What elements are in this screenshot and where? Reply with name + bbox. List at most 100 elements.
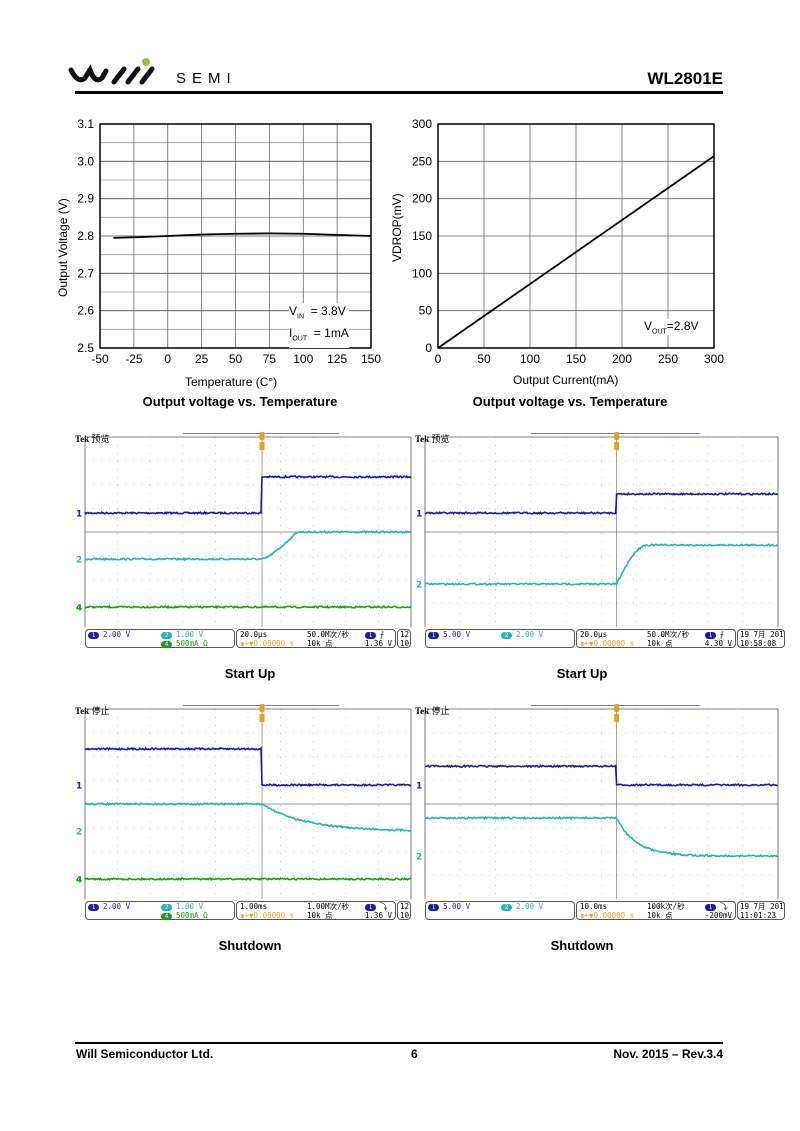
channel-2-ground-marker: 2 [416, 853, 422, 863]
chart2-annotation: VOUT=2.8V [644, 319, 699, 336]
trigger-position-marker [614, 704, 620, 712]
channel-1-badge: 1 [88, 903, 99, 911]
ch2-scale: 1.00 V [176, 902, 204, 911]
series-line [437, 155, 715, 349]
channel-1-trace [84, 746, 412, 788]
record-length: 10k 点 [307, 639, 333, 648]
trigger-level: 1.36 V [364, 639, 392, 648]
channel-1-badge: 1 [428, 903, 439, 911]
part-number: WL2801E [647, 69, 723, 88]
date: 19 7月 2012 [740, 902, 785, 911]
datetime-box: 12 10 [397, 901, 411, 920]
y-tick-label: 2.7 [77, 266, 94, 280]
ch4-scale: 500mA Ω [176, 911, 208, 920]
channel-2-trace [425, 815, 779, 858]
x-tick-label: 0 [435, 352, 442, 366]
scope-screen: 12 [416, 704, 779, 899]
x-tick-label: 125 [327, 352, 347, 366]
chart2-caption: Output voltage vs. Temperature [472, 394, 668, 409]
footer-company: Will Semiconductor Ltd. [76, 1047, 214, 1061]
x-tick-label: 100 [293, 352, 313, 366]
channel-2-badge: 2 [501, 631, 512, 639]
ch1-scale: 2.00 V [103, 630, 131, 639]
chart1-xlabel: Temperature (C°) [185, 375, 278, 389]
channel-4-badge: 4 [161, 912, 172, 920]
channel-4-badge: 4 [161, 640, 172, 648]
y-tick-label: 200 [412, 192, 432, 206]
record-length: 10k 点 [307, 911, 333, 920]
x-tick-label: 75 [263, 352, 277, 366]
ch2-scale: 1.00 V [176, 630, 204, 639]
x-tick-label: 300 [704, 352, 724, 366]
scope-screen: 1 2 4 [76, 704, 412, 899]
time: 11:01:23 [740, 911, 777, 920]
trigger-position-marker [259, 704, 265, 712]
horizontal-offset: ▮+▼0.00000 s [580, 911, 635, 920]
trigger-time-marker [614, 714, 620, 722]
output-voltage-vs-temperature-chart: -50 -25 0 25 50 75 100 125 150 2.5 2.6 2.7 2.8 2.9 3.0… [77, 117, 381, 366]
trigger-source-badge: 1 [705, 903, 716, 911]
timebase-box: 20.0µs ▮+▼0.00000 s 50.0M次/秒 10k 点 1 ⨍ 4.… [576, 629, 736, 648]
channel-2-ground-marker: 2 [416, 581, 422, 591]
scope-screen: 1 2 4 [76, 432, 412, 627]
channel-settings-box: 1 2.00 V 2 1.00 V 4 500mA Ω [85, 901, 235, 920]
scope-screen: 12 [416, 432, 779, 627]
horizontal-offset: ▮+▼0.00000 s [240, 639, 295, 648]
sample-rate: 50.0M次/秒 [307, 630, 350, 639]
time: 10 [400, 911, 410, 920]
chart1-caption: Output voltage vs. Temperature [142, 394, 338, 409]
scope-shutdown-1: Tek 停止 1 2 4 1 2.00 V 2 1.00 V 4 500mA Ω 1.00ms… [75, 704, 420, 929]
scope-status-label: Tek 预览 [75, 434, 110, 444]
channel-2-badge: 2 [501, 903, 512, 911]
channel-2-ground-marker: 2 [76, 828, 82, 838]
y-tick-label: 3.0 [77, 154, 94, 168]
ch4-scale: 500mA Ω [176, 639, 208, 648]
scope-startup-2: Tek 预览 1 2 1 5.00 V 2 2.00 V 20.0µs ▮+▼0.000… [415, 432, 785, 657]
trigger-time-marker [259, 714, 265, 722]
trigger-level: -200mV [704, 911, 732, 920]
y-tick-label: 2.6 [77, 304, 94, 318]
scope-caption-startup-1: Start Up [224, 666, 276, 681]
chart1-ylabel: Output Voltage (V) [56, 198, 70, 297]
trigger-level: 1.36 V [364, 911, 392, 920]
channel-2-trace [424, 543, 779, 587]
brand-text: SEMI [176, 70, 237, 87]
date: 12 [400, 902, 410, 911]
channel-1-trace [424, 764, 778, 788]
trigger-position-marker [614, 432, 620, 440]
chart2-ylabel: VDROP(mV) [390, 193, 404, 262]
scope-startup-1: Tek 预览 1 2 4 1 2.00 V 2 1.00 V 4 500mA Ω 20.0µs… [75, 432, 420, 657]
trigger-slope-icon: ⨍ [720, 630, 724, 639]
channel-1-badge: 1 [428, 631, 439, 639]
x-tick-label: 50 [229, 352, 243, 366]
channel-1-ground-marker: 1 [416, 510, 422, 520]
trigger-time-marker [614, 442, 620, 450]
channel-2-trace [84, 529, 411, 562]
timebase-box: 20.0µs ▮+▼0.00000 s 50.0M次/秒 10k 点 1 ⨍ 1.… [236, 629, 396, 648]
x-tick-label: 0 [164, 352, 171, 366]
channel-settings-box: 1 2.00 V 2 1.00 V 4 500mA Ω [85, 629, 235, 648]
y-tick-label: 3.1 [77, 117, 94, 131]
channel-4-ground-marker: 4 [76, 876, 82, 886]
y-tick-label: 150 [412, 229, 432, 243]
datetime-box: 12 10 [397, 629, 411, 648]
footer-rule [75, 1042, 723, 1044]
x-tick-label: 100 [520, 352, 540, 366]
series-line [113, 232, 372, 239]
scope-shutdown-2: Tek 停止 1 2 1 5.00 V 2 2.00 V 10.0ms ▮+▼0.000… [415, 704, 785, 929]
channel-1-ground-marker: 1 [76, 510, 82, 520]
trigger-slope-icon: ⨍ [380, 630, 384, 639]
scope-caption-shutdown-1: Shutdown [218, 938, 282, 953]
footer-revision: Nov. 2015 – Rev.3.4 [613, 1047, 723, 1061]
trigger-source-badge: 1 [365, 903, 376, 911]
chart1-annotation: VIN = 3.8V IOUT = 1mA [289, 303, 349, 348]
ch2-scale: 2.00 V [516, 630, 544, 639]
trigger-slope-icon: ⤵ [720, 902, 728, 911]
record-length: 10k 点 [647, 911, 673, 920]
chart2-xlabel: Output Current(mA) [513, 373, 619, 387]
channel-1-ground-marker: 1 [76, 782, 82, 792]
x-tick-label: 150 [566, 352, 586, 366]
will-semi-logo [68, 58, 178, 93]
channel-2-trace [84, 801, 411, 833]
